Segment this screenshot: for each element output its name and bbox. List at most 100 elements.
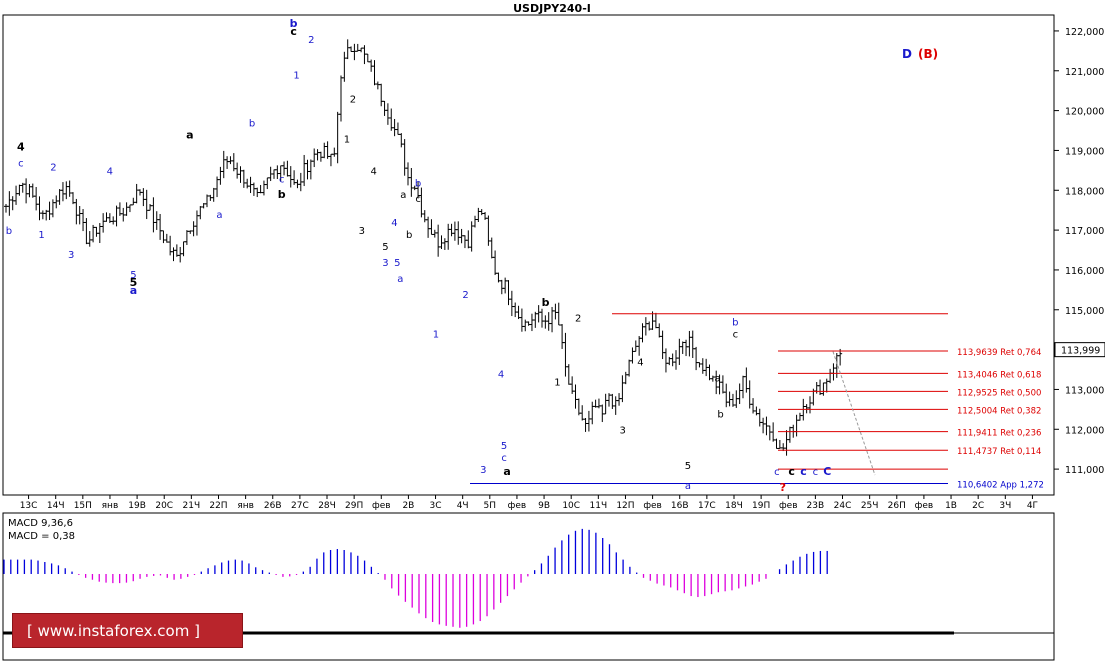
fib-level-label: 113,4046 Ret 0,618: [957, 370, 1041, 380]
current-price-label: 113,999: [1061, 346, 1100, 357]
x-tick-label: янв: [102, 501, 119, 511]
y-tick-label: 115,000: [1065, 306, 1104, 317]
wave-label: c: [733, 330, 739, 341]
wave-label: b: [542, 296, 550, 309]
wave-label: b: [717, 409, 723, 420]
y-tick-label: 117,000: [1065, 226, 1104, 237]
wave-label: 5: [130, 270, 136, 281]
wave-label: 2: [350, 95, 356, 106]
wave-label: 5: [394, 258, 400, 269]
x-tick-label: 13С: [20, 501, 38, 511]
x-tick-label: 24С: [834, 501, 852, 511]
wave-label: a: [714, 373, 720, 384]
wave-label: 5: [501, 441, 507, 452]
x-tick-label: 25Ч: [861, 501, 879, 511]
wave-label: a: [186, 128, 193, 141]
y-tick-label: 118,000: [1065, 186, 1104, 197]
y-tick-label: 119,000: [1065, 146, 1104, 157]
x-tick-label: 15П: [74, 501, 92, 511]
wave-label: c: [279, 174, 285, 185]
fib-level-label: 112,5004 Ret 0,382: [957, 406, 1041, 416]
wave-label: 5: [685, 461, 691, 472]
x-tick-label: фев: [372, 501, 391, 511]
x-tick-label: 2С: [972, 501, 984, 511]
wave-label: c: [415, 194, 421, 205]
x-tick-label: 18Ч: [725, 501, 743, 511]
x-tick-label: 26П: [888, 501, 906, 511]
wave-label: 4: [107, 166, 113, 177]
x-tick-label: фев: [779, 501, 798, 511]
x-tick-label: 17С: [698, 501, 716, 511]
x-tick-label: 22П: [209, 501, 227, 511]
wave-label: a: [130, 284, 137, 297]
x-tick-label: янв: [237, 501, 254, 511]
wave-label: c: [800, 465, 807, 478]
degree-label-main: D: [902, 47, 912, 61]
wave-label: 4: [637, 358, 643, 369]
wave-label: 3: [68, 250, 74, 261]
x-tick-label: фев: [508, 501, 527, 511]
wave-label: 3: [382, 258, 388, 269]
wave-label: 1: [38, 230, 44, 241]
wave-label: C: [823, 465, 831, 478]
x-tick-label: 19В: [128, 501, 146, 511]
degree-label-sub: (B): [918, 47, 938, 61]
x-tick-label: 23В: [807, 501, 825, 511]
price-panel-frame: [2, 14, 1055, 496]
x-tick-label: 20С: [155, 501, 173, 511]
y-tick-label: 112,000: [1065, 425, 1104, 436]
y-tick-label: 120,000: [1065, 107, 1104, 118]
forecast-line: [832, 351, 876, 476]
wave-label: b: [732, 318, 738, 329]
wave-label: a: [397, 274, 403, 285]
wave-label: 3: [619, 425, 625, 436]
wave-label: b: [415, 178, 421, 189]
current-price-box: [1054, 342, 1105, 358]
wave-label: 2: [575, 314, 581, 325]
x-tick-label: 4Г: [1027, 501, 1038, 511]
wave-label: 2: [50, 162, 56, 173]
macd-legend-value: MACD = 0,38: [8, 531, 75, 542]
x-tick-label: 14Ч: [47, 501, 65, 511]
macd-legend-params: MACD 9,36,6: [8, 518, 73, 529]
wave-label: a: [400, 190, 406, 201]
fib-level-label: 112,9525 Ret 0,500: [957, 388, 1041, 398]
x-tick-label: 1В: [945, 501, 957, 511]
wave-label: c: [290, 25, 297, 38]
wave-label: 4: [17, 140, 25, 153]
wave-label: a: [685, 481, 691, 492]
x-tick-label: 28Ч: [318, 501, 336, 511]
wave-label: c: [788, 465, 795, 478]
x-tick-label: 3Ч: [999, 501, 1011, 511]
x-tick-label: 26В: [264, 501, 282, 511]
x-tick-label: 12П: [616, 501, 634, 511]
wave-label: c: [501, 453, 507, 464]
wave-label: a: [216, 210, 222, 221]
wave-label: 1: [433, 330, 439, 341]
x-tick-label: 3С: [430, 501, 442, 511]
wave-label: b: [290, 17, 298, 30]
x-tick-label: 11Ч: [590, 501, 608, 511]
wave-label: 4: [391, 218, 397, 229]
x-tick-label: 2В: [402, 501, 414, 511]
x-tick-label: 27С: [291, 501, 309, 511]
wave-label: b: [406, 230, 412, 241]
x-tick-label: 16В: [671, 501, 689, 511]
wave-label: b: [249, 119, 255, 130]
x-tick-label: 9В: [538, 501, 550, 511]
y-tick-label: 116,000: [1065, 266, 1104, 277]
fib-level-label: 111,9411 Ret 0,236: [957, 429, 1041, 439]
wave-label: 3: [480, 465, 486, 476]
fib-level-label: 111,4737 Ret 0,114: [957, 447, 1041, 457]
wave-label: 3: [359, 226, 365, 237]
wave-label: 5: [130, 276, 138, 289]
wave-label: 4: [370, 166, 376, 177]
projection-label: 110,6402 App 1,272: [957, 480, 1044, 490]
wave-label: b: [278, 188, 286, 201]
wave-label: 5: [382, 242, 388, 253]
y-tick-label: 122,000: [1065, 27, 1104, 38]
wave-label: a: [503, 465, 510, 478]
wave-label: c: [774, 467, 780, 478]
x-tick-label: 29П: [345, 501, 363, 511]
